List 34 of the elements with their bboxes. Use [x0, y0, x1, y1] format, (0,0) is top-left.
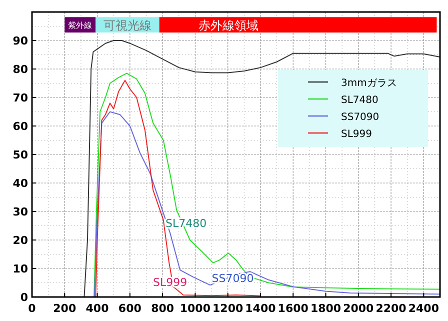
line-series [94, 111, 440, 298]
x-tick-label: 400 [86, 302, 110, 315]
y-tick-label: 30 [12, 206, 28, 218]
x-tick-label: 200 [53, 302, 76, 315]
legend-label: SL7480 [341, 95, 378, 106]
line-series [94, 72, 440, 298]
x-tick-label: 1400 [245, 302, 276, 315]
band-label: 紫外線 [68, 20, 92, 30]
y-tick-label: 70 [12, 92, 28, 104]
x-tick-label: 2400 [408, 302, 440, 315]
legend-label: 3mmガラス [341, 78, 397, 89]
y-tick-label: 40 [12, 177, 28, 190]
y-tick-label: 50 [12, 148, 28, 162]
line-series [84, 40, 440, 298]
y-tick-label: 90 [12, 34, 28, 48]
line-series [95, 80, 261, 298]
y-tick-label: 10 [12, 262, 28, 276]
x-tick-label: 1800 [310, 302, 342, 315]
x-tick-label: 1600 [278, 302, 309, 315]
legend-label: SS7090 [341, 112, 380, 123]
x-tick-label: 1000 [180, 302, 211, 315]
legend-label: SL999 [341, 129, 372, 140]
y-tick-label: 20 [12, 234, 28, 247]
band-label: 可視光線 [103, 18, 152, 32]
y-tick-label: 80 [12, 63, 28, 76]
x-tick-label: 0 [28, 302, 36, 315]
y-tick-label: 0 [20, 291, 28, 304]
x-tick-label: 600 [118, 302, 142, 315]
x-tick-label: 800 [151, 302, 174, 315]
x-tick-label: 2000 [343, 302, 374, 315]
x-tick-label: 1200 [212, 302, 244, 315]
x-tick-label: 2200 [376, 302, 407, 315]
band-label: 赤外線領域 [198, 18, 259, 32]
y-tick-label: 60 [12, 120, 28, 133]
